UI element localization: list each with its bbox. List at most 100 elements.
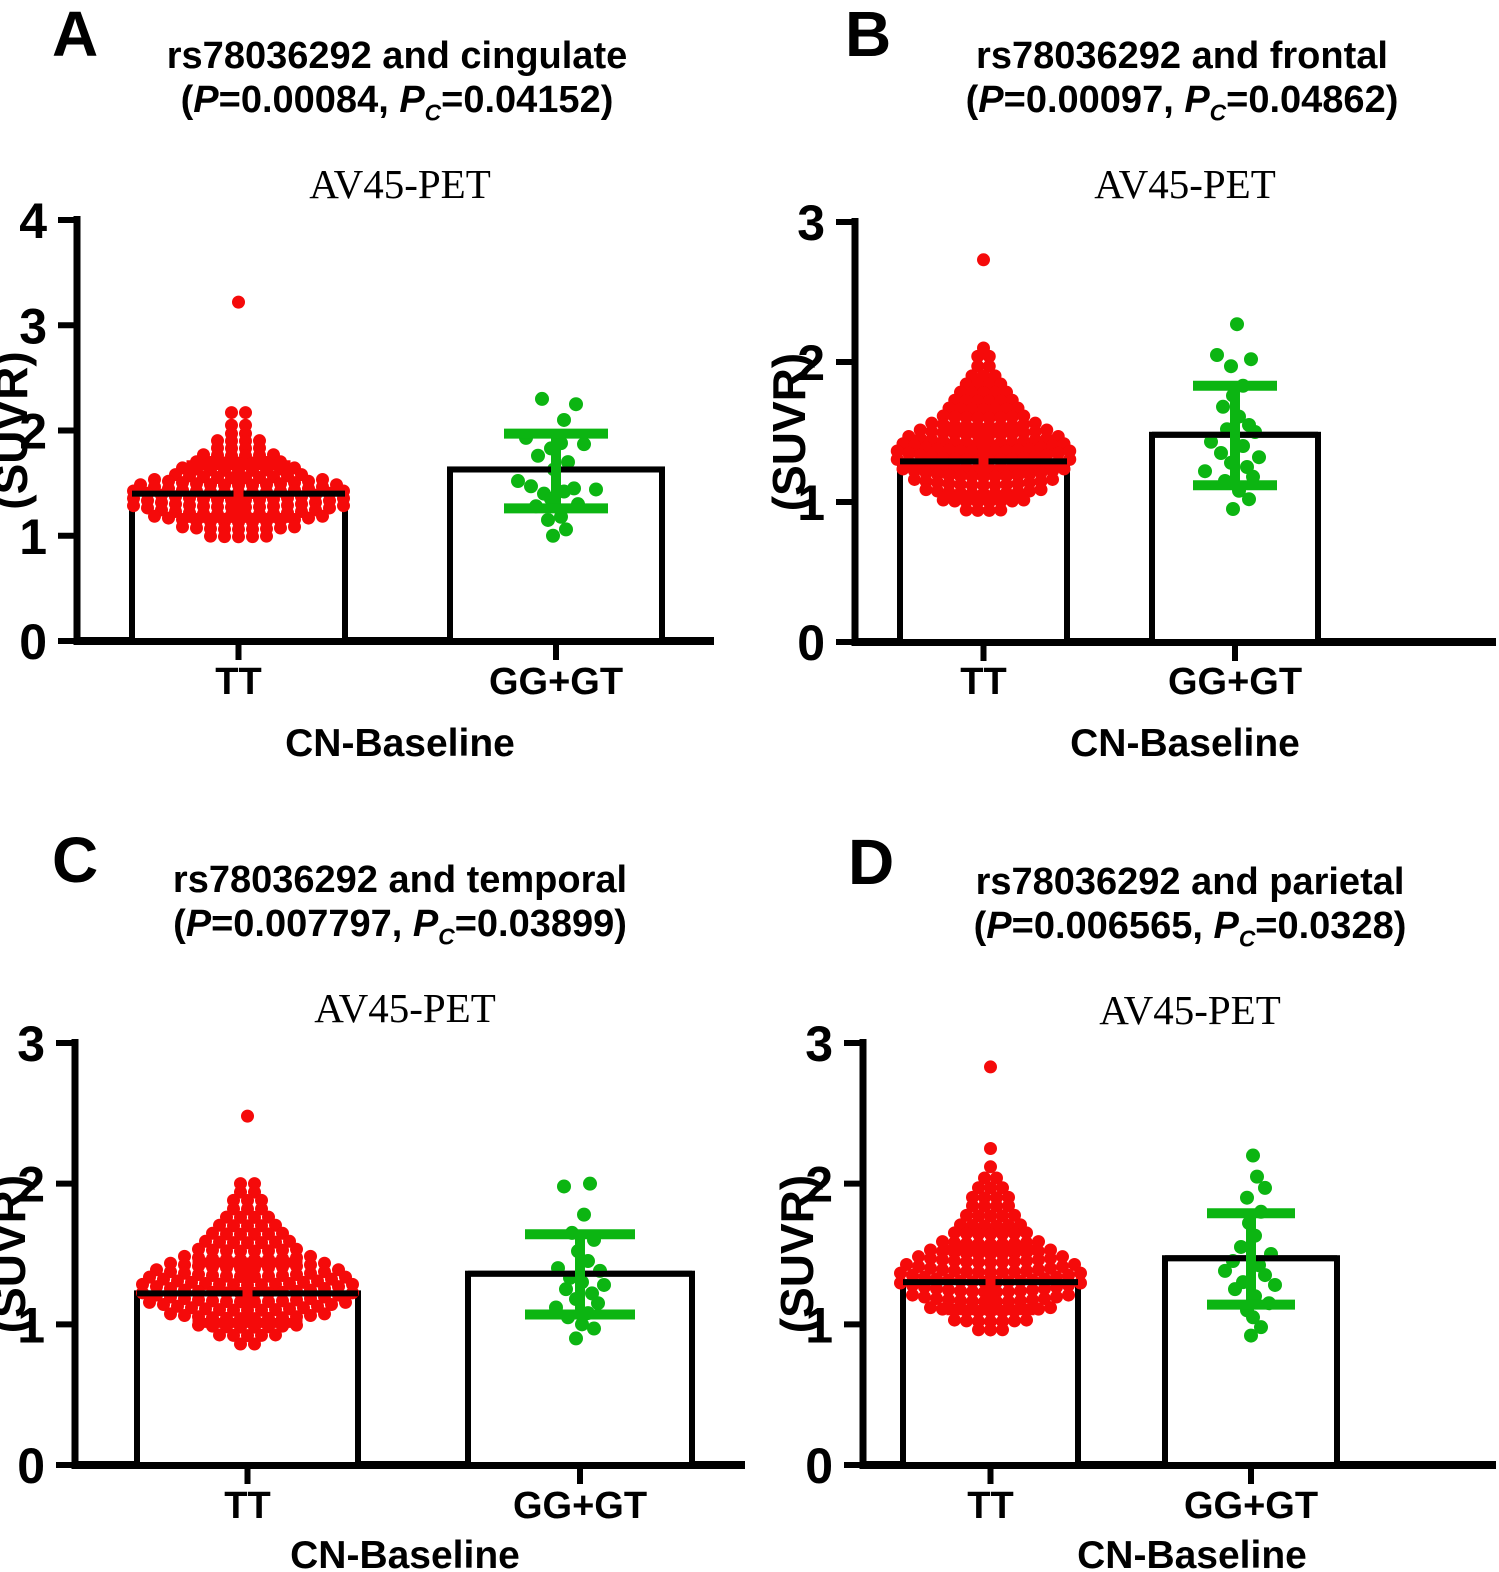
scatter-point (1242, 492, 1256, 507)
scatter-point (971, 359, 985, 373)
category-label: TT (224, 1485, 270, 1527)
panel-letter-a: A (52, 0, 100, 70)
scatter-point (960, 1227, 973, 1241)
scatter-point (978, 1199, 991, 1213)
scatter-point (971, 503, 985, 517)
stats-open: ( (973, 905, 987, 947)
scatter-point (1258, 1180, 1272, 1195)
scatter-point (325, 1298, 338, 1312)
scatter-point (908, 472, 921, 486)
scatter-point (541, 512, 555, 527)
scatter-point (1254, 1320, 1268, 1335)
scatter-point (984, 1209, 997, 1223)
scatter-point (936, 1253, 949, 1267)
panel-stats-c: (P=0.007797, PC=0.03899) (173, 903, 627, 948)
scatter-point (176, 520, 189, 534)
stats-p-value: =0.00084, (218, 79, 400, 121)
scatter-point (982, 503, 996, 517)
scatter-point (178, 1308, 191, 1322)
y-tick-label: 1 (17, 1297, 45, 1353)
scatter-point (1226, 502, 1240, 516)
error-bar-TT (941, 424, 1026, 502)
scatter-point (1050, 1290, 1063, 1304)
x-axis-title: CN-Baseline (1077, 1534, 1307, 1572)
scatter-point (1008, 1208, 1021, 1222)
scatter-point (316, 509, 329, 523)
scatter-point (984, 1227, 997, 1241)
scatter-point (559, 1282, 573, 1297)
scatter-point (994, 503, 1008, 517)
scatter-point (239, 406, 252, 420)
scatter-point (990, 1199, 1003, 1213)
scatter-point (213, 1328, 226, 1342)
y-tick-label: 2 (797, 335, 825, 391)
stats-pc-value: =0.04152) (441, 79, 614, 121)
panel-stats-d: (P=0.006565, PC=0.0328) (973, 905, 1407, 950)
stats-pc-value: =0.03899) (454, 903, 627, 945)
stats-pc-subscript: C (438, 923, 455, 950)
scatter-point (1020, 1264, 1033, 1278)
panel-subtitle-a: AV45-PET (309, 161, 491, 207)
scatter-point (1020, 1226, 1033, 1240)
scatter-point (260, 529, 273, 543)
stats-open: ( (173, 903, 186, 945)
scatter-point (984, 1181, 997, 1195)
panel-title-b: rs78036292 and frontal (976, 35, 1388, 77)
scatter-point (241, 1109, 254, 1123)
scatter-point (948, 1313, 961, 1327)
scatter-point (996, 1181, 1009, 1195)
scatter-point (936, 1263, 949, 1277)
scatter-point (972, 1255, 985, 1269)
error-bar-GG+GT (1207, 1208, 1295, 1310)
category-label: GG+GT (489, 661, 623, 703)
scatter-point (1216, 399, 1230, 414)
stats-open: ( (965, 79, 979, 121)
scatter-point (597, 1277, 611, 1292)
scatter-point (982, 349, 996, 363)
scatter-point (972, 1265, 985, 1279)
scatter-point (978, 1171, 991, 1185)
scatter-point (948, 1254, 961, 1268)
scatter-point (990, 1171, 1003, 1185)
panel-stats-a: (P=0.00084, PC=0.04152) (181, 79, 614, 124)
scatter-point (954, 1294, 967, 1308)
panel-letter-b: B (845, 0, 893, 70)
panel-title-d: rs78036292 and parietal (975, 861, 1405, 903)
stats-pc-value: =0.0328) (1255, 905, 1407, 947)
scatter-point (148, 509, 161, 523)
scatter-point (1258, 1268, 1272, 1283)
scatter-point (1210, 348, 1224, 362)
scatter-point (972, 1181, 985, 1195)
scatter-point (984, 1323, 997, 1337)
category-label: GG+GT (513, 1485, 647, 1527)
scatter-point (227, 1328, 240, 1342)
scatter-point (984, 1142, 997, 1155)
scatter-point (535, 391, 549, 406)
panel-stats-b: (P=0.00097, PC=0.04862) (965, 79, 1399, 124)
stats-p-symbol: P (185, 903, 212, 945)
scatter-point (996, 1227, 1009, 1241)
stats-p-value: =0.006565, (1011, 905, 1214, 947)
scatter-point (972, 1323, 985, 1337)
scatter-point (587, 1321, 601, 1336)
scatter-point (996, 1209, 1009, 1223)
scatter-point (218, 530, 231, 544)
scatter-point (318, 1307, 331, 1321)
scatter-point (1224, 359, 1238, 374)
panel-letter-d: D (848, 826, 896, 898)
scatter-point (1020, 1313, 1033, 1327)
scatter-point (143, 1295, 156, 1309)
stats-pc-value: =0.04862) (1226, 79, 1399, 121)
stats-pc-symbol: P (1184, 79, 1210, 121)
x-axis-title: CN-Baseline (290, 1534, 520, 1572)
panel-letter-c: C (52, 824, 100, 896)
scatter-point (234, 1337, 247, 1351)
scatter-point (248, 1337, 261, 1351)
scatter-point (896, 462, 910, 476)
y-tick-label: 2 (17, 1157, 45, 1213)
scatter-point (982, 359, 996, 373)
scatter-point (1032, 1263, 1045, 1277)
scatter-point (232, 530, 245, 544)
scatter-point (569, 1331, 583, 1346)
